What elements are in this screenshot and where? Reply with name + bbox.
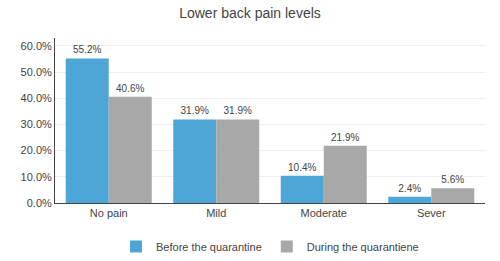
svg-text:20.0%: 20.0% xyxy=(21,144,52,156)
svg-text:Mild: Mild xyxy=(206,207,226,219)
svg-text:10.4%: 10.4% xyxy=(288,162,316,173)
svg-text:0.0%: 0.0% xyxy=(27,197,52,209)
svg-text:60.0%: 60.0% xyxy=(21,40,52,52)
svg-text:40.6%: 40.6% xyxy=(116,83,144,94)
svg-text:Lower back pain levels: Lower back pain levels xyxy=(179,5,321,21)
svg-text:5.6%: 5.6% xyxy=(441,174,464,185)
svg-text:2.4%: 2.4% xyxy=(398,183,421,194)
svg-text:40.0%: 40.0% xyxy=(21,92,52,104)
svg-text:31.9%: 31.9% xyxy=(181,105,209,116)
svg-text:55.2%: 55.2% xyxy=(73,44,101,55)
svg-text:Sever: Sever xyxy=(417,207,446,219)
svg-text:21.9%: 21.9% xyxy=(331,132,359,143)
svg-text:During the quarantiene: During the quarantiene xyxy=(307,241,419,253)
svg-text:No pain: No pain xyxy=(90,207,128,219)
svg-text:Before the quarantine: Before the quarantine xyxy=(156,241,262,253)
svg-text:50.0%: 50.0% xyxy=(21,66,52,78)
svg-text:10.0%: 10.0% xyxy=(21,171,52,183)
svg-text:Moderate: Moderate xyxy=(301,207,347,219)
svg-text:31.9%: 31.9% xyxy=(224,105,252,116)
svg-text:30.0%: 30.0% xyxy=(21,118,52,130)
